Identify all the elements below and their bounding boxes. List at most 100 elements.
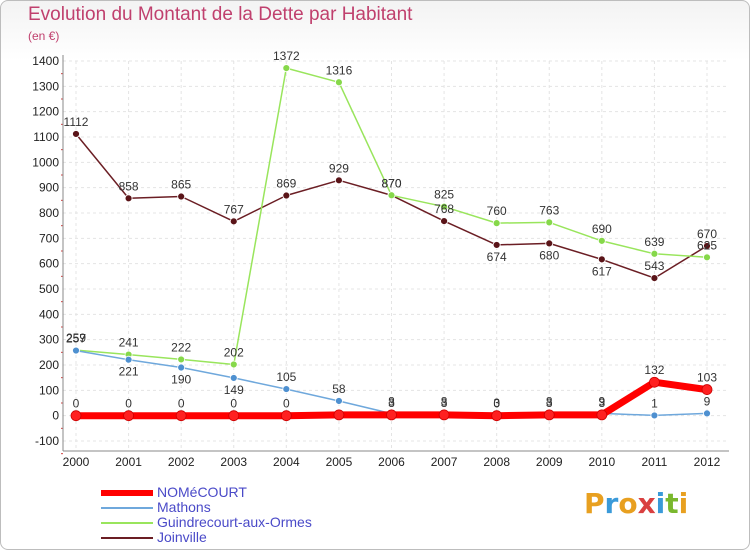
y-tick-label-800: 800 (39, 206, 59, 220)
data-label-0-2002: 0 (178, 397, 185, 411)
data-point-1-2005 (335, 397, 343, 405)
data-label-3-2007: 768 (434, 202, 454, 216)
data-point-2-2006 (387, 191, 396, 200)
legend-item-guindrecourt: Guindrecourt-aux-Ormes (101, 515, 312, 530)
data-label-3-2000: 1112 (64, 115, 89, 129)
logo-letter: r (604, 487, 619, 520)
legend-label-guindrecourt: Guindrecourt-aux-Ormes (157, 514, 312, 530)
x-tick-label-2004: 2004 (273, 455, 300, 469)
logo-letter: o (618, 487, 638, 520)
legend: NOMéCOURT Mathons Guindrecourt-aux-Ormes… (101, 485, 312, 545)
data-point-3-2011 (650, 274, 659, 283)
data-point-2-2005 (335, 78, 343, 87)
data-point-1-2002 (177, 363, 186, 372)
data-label-1-2009: 8 (546, 395, 553, 409)
data-label-1-2008: 3 (493, 396, 500, 410)
data-point-1-2004 (282, 385, 291, 393)
legend-swatch-joinville (101, 536, 153, 539)
data-label-1-2003: 149 (224, 383, 244, 397)
x-tick-label-2005: 2005 (326, 455, 353, 469)
y-tick-label-400: 400 (39, 307, 59, 321)
data-point-0-2005 (333, 409, 345, 421)
data-label-0-2001: 0 (125, 397, 132, 411)
logo-letter: i (678, 487, 689, 520)
axes (61, 55, 729, 455)
data-point-0-2009 (543, 409, 555, 421)
data-label-2-2012: 625 (697, 238, 717, 252)
data-label-1-2004: 105 (276, 370, 296, 384)
data-point-3-2009 (545, 239, 554, 248)
data-point-0-2000 (70, 410, 82, 422)
data-label-3-2001: 858 (119, 179, 139, 193)
logo-letter: i (655, 487, 666, 520)
data-point-2-2004 (282, 64, 291, 72)
y-tick-label-1300: 1300 (32, 79, 59, 93)
data-point-2-2002 (177, 355, 186, 364)
legend-label-nomecourt: NOMéCOURT (157, 484, 247, 500)
x-tick-label-2010: 2010 (588, 455, 615, 469)
data-label-3-2006: 870 (381, 176, 401, 190)
logo-letter: x (637, 487, 656, 520)
data-point-3-2001 (124, 194, 133, 203)
series-layer (70, 64, 713, 422)
data-point-3-2003 (229, 217, 238, 226)
data-point-3-2000 (72, 130, 80, 138)
data-label-0-2003: 0 (230, 397, 237, 411)
x-tick-label-2011: 2011 (642, 455, 668, 469)
x-tick-label-2008: 2008 (483, 455, 510, 469)
legend-swatch-mathons (101, 506, 153, 509)
y-tick-label-300: 300 (39, 333, 59, 347)
data-label-0-2012: 103 (697, 371, 717, 385)
proxiti-logo: Proxiti (584, 487, 688, 520)
x-tick-label-2007: 2007 (431, 455, 458, 469)
y-axis-ticks: -100 0 100 200 300 400 500 600 700 800 900 1000 1100… (32, 54, 59, 448)
legend-item-nomecourt: NOMéCOURT (101, 485, 312, 500)
data-point-1-2001 (124, 355, 133, 364)
y-tick-label-1400: 1400 (32, 54, 59, 68)
y-tick-label-200: 200 (39, 358, 59, 372)
data-label-2-2006: 870 (381, 176, 401, 190)
data-point-1-2011 (650, 411, 659, 420)
data-point-3-2005 (335, 176, 343, 185)
data-label-0-2011: 132 (644, 363, 664, 377)
data-label-1-2011: 1 (651, 396, 658, 410)
data-label-3-2009: 680 (539, 248, 559, 262)
y-tick-label-1000: 1000 (32, 155, 59, 169)
data-point-1-2003 (229, 374, 238, 382)
data-point-1-2012 (703, 409, 711, 418)
y-tick-label-100: 100 (39, 383, 59, 397)
legend-label-mathons: Mathons (157, 499, 211, 515)
data-point-2-2012 (703, 253, 711, 262)
data-label-2-2003: 202 (224, 345, 244, 359)
data-point-0-2002 (175, 410, 187, 422)
chart-title: Evolution du Montant de la Dette par Hab… (28, 4, 413, 25)
x-tick-label-2006: 2006 (378, 455, 405, 469)
legend-swatch-nomecourt (101, 489, 153, 496)
data-label-3-2010: 617 (592, 264, 612, 278)
x-axis-ticks: 2000 2001 2002 2003 2004 2005 2006 2007 2008 2009… (63, 455, 721, 469)
data-label-3-2004: 869 (276, 177, 296, 191)
data-point-3-2007 (440, 217, 448, 226)
data-label-2-2010: 690 (592, 222, 612, 236)
data-point-0-2012 (701, 384, 713, 395)
data-point-2-2008 (492, 219, 501, 228)
data-label-2-2011: 639 (644, 235, 664, 249)
legend-label-joinville: Joinville (157, 529, 207, 545)
data-label-1-2001: 221 (119, 365, 139, 379)
legend-item-mathons: Mathons (101, 500, 312, 515)
data-point-0-2001 (123, 410, 134, 422)
data-label-3-2012: 670 (697, 227, 717, 241)
y-tick-label-500: 500 (39, 282, 59, 296)
data-label-2-2001: 241 (119, 336, 139, 350)
data-point-0-2006 (386, 409, 397, 421)
y-tick-label-600: 600 (39, 257, 59, 271)
data-label-2-2004: 1372 (273, 49, 300, 63)
logo-letter: P (584, 487, 605, 520)
x-tick-label-2002: 2002 (168, 455, 195, 469)
y-tick-label-0: 0 (52, 409, 59, 423)
y-tick-label-1100: 1100 (33, 130, 59, 144)
data-label-2-2008: 760 (487, 204, 507, 218)
legend-swatch-guindrecourt (101, 521, 153, 524)
legend-item-joinville: Joinville (101, 530, 312, 545)
